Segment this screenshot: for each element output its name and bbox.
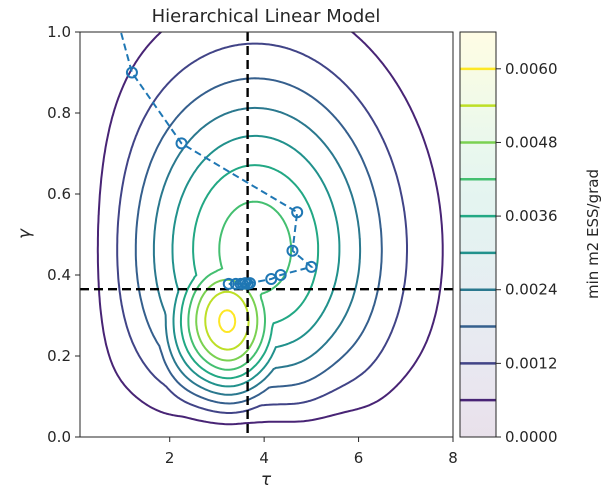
contour-level-line <box>96 32 444 426</box>
optimization-path-point <box>241 277 254 290</box>
x-tick-label: 8 <box>448 449 458 467</box>
contour-level-line <box>204 290 250 351</box>
y-tick-label: 0.4 <box>47 266 71 284</box>
y-tick-label: 0.8 <box>47 104 71 122</box>
colorbar-tick-label: 0.0012 <box>505 354 558 372</box>
x-axis-label: τ <box>261 470 272 490</box>
optimization-path-point <box>229 277 242 290</box>
y-axis-ticks: 0.0 0.2 0.4 0.6 0.8 1.0 <box>47 23 80 446</box>
colorbar-tick-label: 0.0060 <box>505 60 558 78</box>
x-axis-ticks: 2 4 6 8 <box>165 437 458 467</box>
colorbar-frame <box>459 31 497 438</box>
optimization-path-point <box>286 244 299 257</box>
optimization-path <box>110 7 318 290</box>
optimization-path-point <box>305 260 318 273</box>
chart-title: Hierarchical Linear Model <box>152 6 381 27</box>
colorbar-tick-label: 0.0048 <box>505 133 558 151</box>
y-tick-label: 0.6 <box>47 185 71 203</box>
colorbar-tick-label: 0.0024 <box>505 281 558 299</box>
optimization-path-point <box>265 273 278 286</box>
y-tick-label: 1.0 <box>47 23 71 41</box>
reference-lines <box>80 32 453 437</box>
optimization-path-point <box>236 277 249 290</box>
plot-frame <box>79 31 454 438</box>
y-axis-label: γ <box>15 228 35 239</box>
optimization-path-point <box>222 277 235 290</box>
x-tick-label: 2 <box>165 449 175 467</box>
x-tick-label: 6 <box>354 449 364 467</box>
x-tick-label: 4 <box>259 449 269 467</box>
colorbar-label: min m2 ESS/grad <box>584 169 602 299</box>
optimization-path-point <box>125 66 138 79</box>
optimization-path-point <box>291 206 304 219</box>
optimization-path-point <box>274 269 287 281</box>
contour-lines <box>96 32 444 426</box>
contour-level-line <box>218 309 237 333</box>
colorbar-tick-label: 0.0000 <box>505 428 558 446</box>
contour-level-line <box>179 164 320 380</box>
colorbar-tick-label: 0.0036 <box>505 207 558 225</box>
contour-level-line <box>134 77 383 405</box>
optimization-path-point <box>110 7 120 17</box>
optimization-path-point <box>175 137 188 150</box>
colorbar: 0.0000 0.0012 0.0024 0.0036 0.0048 0.0060 min… <box>459 31 602 446</box>
plot-area <box>79 7 454 438</box>
y-tick-label: 0.2 <box>47 347 71 365</box>
colorbar-fill <box>460 32 496 437</box>
contour-level-line <box>171 134 341 388</box>
contour-level-line <box>152 106 362 396</box>
contour-level-line <box>116 42 408 414</box>
y-tick-label: 0.0 <box>47 428 71 446</box>
